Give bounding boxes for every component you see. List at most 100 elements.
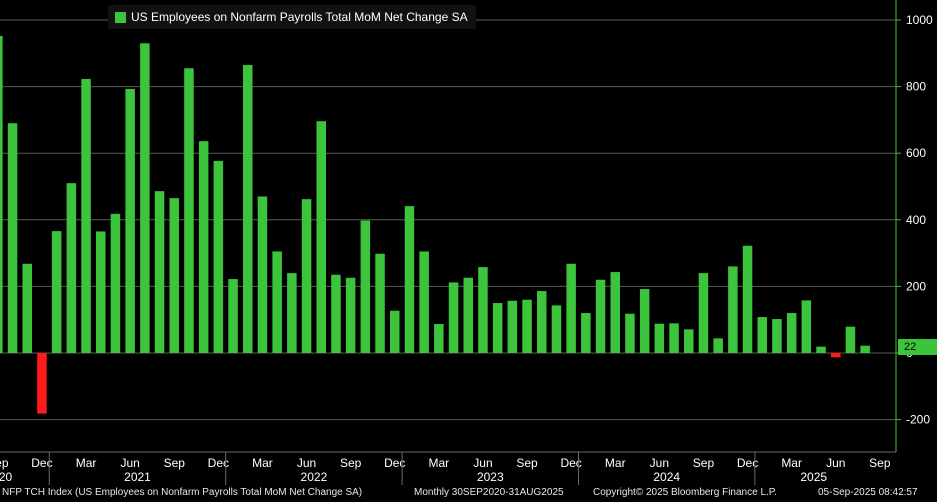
bar [757, 317, 767, 353]
y-tick-label: 800 [906, 80, 926, 94]
bar [537, 291, 547, 353]
bar [625, 313, 635, 353]
x-tick-label: Dec [384, 456, 405, 470]
x-tick-label: Sep [164, 456, 186, 470]
x-tick-label: Sep [869, 456, 891, 470]
y-tick-label: 400 [906, 213, 926, 227]
bar [125, 88, 135, 354]
bar [169, 198, 179, 353]
bar [390, 310, 400, 353]
y-tick-label: 600 [906, 146, 926, 160]
x-tick-label: Mar [781, 456, 802, 470]
bar [37, 353, 47, 414]
chart-legend: US Employees on Nonfarm Payrolls Total M… [108, 5, 476, 29]
bar [595, 279, 606, 353]
y-tick-label: 200 [906, 279, 926, 293]
bar [713, 338, 723, 353]
bar [66, 183, 77, 353]
x-tick-label: Sep [340, 456, 362, 470]
last-value-badge: 22 [898, 339, 937, 355]
bar [522, 299, 532, 353]
bar [404, 206, 415, 353]
bar [434, 324, 444, 353]
legend-label: US Employees on Nonfarm Payrolls Total M… [131, 10, 468, 24]
bar [845, 326, 856, 353]
x-tick-label: Mar [76, 456, 97, 470]
bar [51, 231, 62, 353]
bar [243, 64, 253, 353]
bar [507, 300, 518, 353]
x-tick-label: Jun [297, 456, 316, 470]
bar [110, 213, 121, 353]
bar [345, 277, 356, 353]
x-tick-label: Jun [473, 456, 492, 470]
bar [184, 68, 194, 353]
x-year-label: 2021 [124, 470, 151, 484]
bar [816, 346, 826, 353]
y-tick-label: -200 [906, 413, 930, 427]
x-tick-label: Dec [737, 456, 758, 470]
bar [566, 263, 576, 353]
bar [684, 329, 694, 353]
bar [669, 323, 679, 353]
bar [860, 345, 870, 353]
footer-period: Monthly 30SEP2020-31AUG2025 [414, 487, 564, 498]
x-year-label: 2022 [301, 470, 328, 484]
legend-swatch [115, 11, 126, 23]
bar [639, 289, 650, 353]
x-year-label: 2020 [0, 470, 13, 484]
x-tick-label: Sep [693, 456, 715, 470]
bar [698, 273, 709, 353]
bar [610, 272, 620, 353]
x-tick-label: Dec [560, 456, 581, 470]
bar [272, 251, 282, 353]
x-tick-label: Mar [605, 456, 626, 470]
bar [228, 279, 238, 353]
bar [831, 353, 841, 358]
x-tick-label: Dec [208, 456, 229, 470]
x-tick-label: Sep [516, 456, 538, 470]
bar [728, 266, 738, 353]
bar [801, 300, 812, 353]
bar [154, 191, 165, 353]
bar [96, 231, 106, 353]
bar [492, 303, 503, 353]
x-year-label: 2025 [800, 470, 827, 484]
x-year-label: 2023 [477, 470, 504, 484]
x-tick-label: Mar [429, 456, 450, 470]
bar [375, 253, 385, 353]
footer-index: NFP TCH Index (US Employees on Nonfarm P… [2, 487, 363, 498]
bar [786, 313, 797, 353]
x-tick-label: Jun [120, 456, 139, 470]
x-tick-label: Dec [31, 456, 52, 470]
bar [419, 251, 429, 353]
x-tick-label: Mar [252, 456, 273, 470]
bar [448, 282, 459, 353]
bar [742, 245, 753, 353]
bar [287, 273, 297, 353]
bar [331, 274, 341, 353]
x-year-label: 2024 [653, 470, 680, 484]
x-tick-label: Jun [826, 456, 845, 470]
footer-bar: NFP TCH Index (US Employees on Nonfarm P… [0, 485, 937, 502]
bar [198, 141, 209, 353]
bar [581, 313, 591, 353]
bar [257, 196, 268, 353]
x-tick-label: Jun [650, 456, 669, 470]
bar [772, 319, 782, 353]
y-tick-label: 1000 [906, 13, 933, 27]
footer-copyright: Copyright© 2025 Bloomberg Finance L.P. [593, 487, 777, 498]
bar [81, 78, 91, 353]
bar [478, 267, 488, 353]
bar [0, 35, 3, 353]
bar [654, 323, 665, 353]
bar [140, 43, 150, 354]
bar [301, 199, 312, 353]
bar [551, 305, 562, 353]
x-tick-label: Sep [0, 456, 9, 470]
bar [360, 220, 371, 353]
bar [463, 277, 473, 353]
bar [22, 263, 32, 353]
bar [213, 160, 224, 353]
bar [7, 123, 18, 353]
